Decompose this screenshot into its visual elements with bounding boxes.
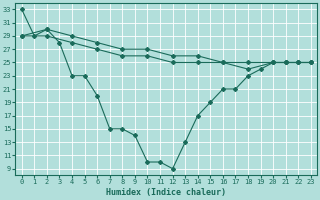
- X-axis label: Humidex (Indice chaleur): Humidex (Indice chaleur): [106, 188, 226, 197]
